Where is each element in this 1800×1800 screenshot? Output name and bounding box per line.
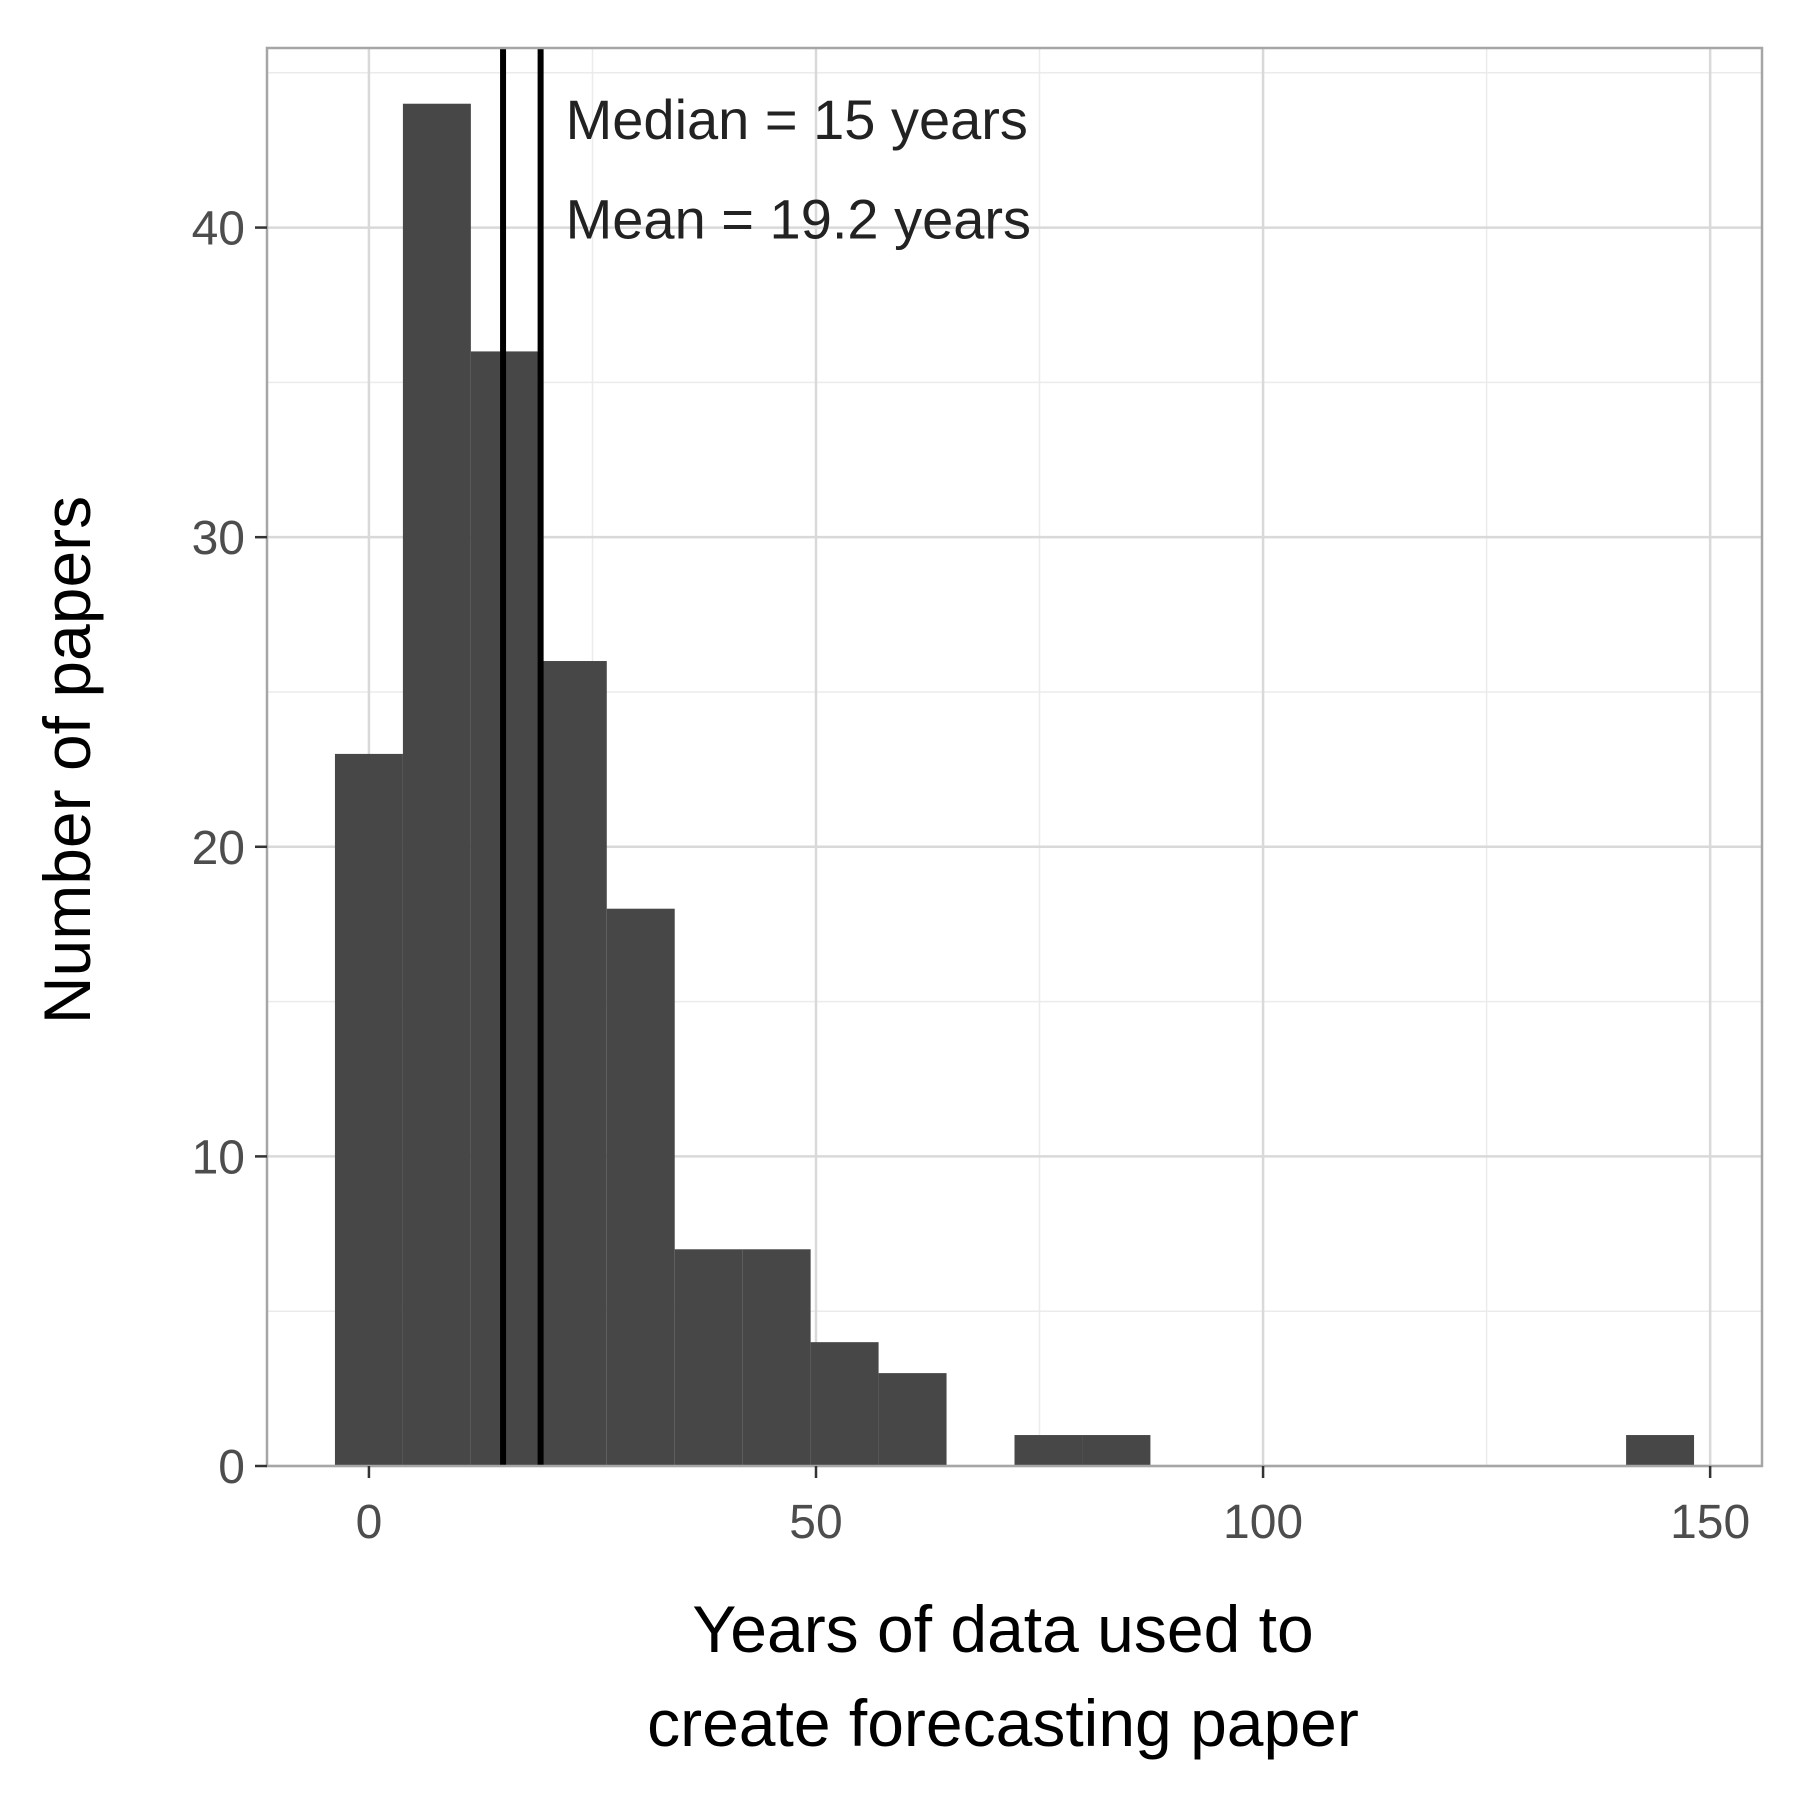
histogram-bar xyxy=(1626,1435,1695,1466)
histogram-bar xyxy=(334,753,403,1466)
x-tick-label: 0 xyxy=(356,1496,383,1549)
annotations: Median = 15 years Mean = 19.2 years xyxy=(566,88,1031,250)
y-tick-label: 30 xyxy=(192,512,245,565)
annotation-text: Median = 15 years xyxy=(566,88,1028,151)
annotation-text: Mean = 19.2 years xyxy=(566,187,1031,250)
histogram-bar xyxy=(878,1373,947,1466)
y-tick-label: 10 xyxy=(192,1131,245,1184)
x-tick-label: 100 xyxy=(1223,1496,1303,1549)
y-axis-title: Number of papers xyxy=(30,496,104,1024)
y-tick-label: 20 xyxy=(192,822,245,875)
histogram-bar xyxy=(742,1249,811,1466)
histogram-bar xyxy=(402,103,471,1467)
histogram-bar xyxy=(674,1249,743,1466)
histogram-bar xyxy=(810,1342,879,1466)
y-tick-label: 40 xyxy=(192,203,245,256)
histogram-bar xyxy=(1082,1435,1151,1466)
histogram-bar xyxy=(1014,1435,1083,1466)
y-tick-label: 0 xyxy=(218,1441,245,1494)
histogram-bar xyxy=(538,661,607,1466)
axis-ticks: 0 50 100 150 0 10 20 30 40 xyxy=(192,203,1751,1549)
x-tick-label: 50 xyxy=(789,1496,842,1549)
x-axis-title-line-1: Years of data used to xyxy=(692,1592,1313,1666)
histogram-bars xyxy=(334,103,1695,1467)
x-axis-title-line-2: create forecasting paper xyxy=(647,1686,1359,1760)
x-tick-label: 150 xyxy=(1670,1496,1750,1549)
histogram-bar xyxy=(606,908,675,1466)
plot-panel-border xyxy=(265,46,1764,1468)
reference-lines xyxy=(500,48,544,1466)
